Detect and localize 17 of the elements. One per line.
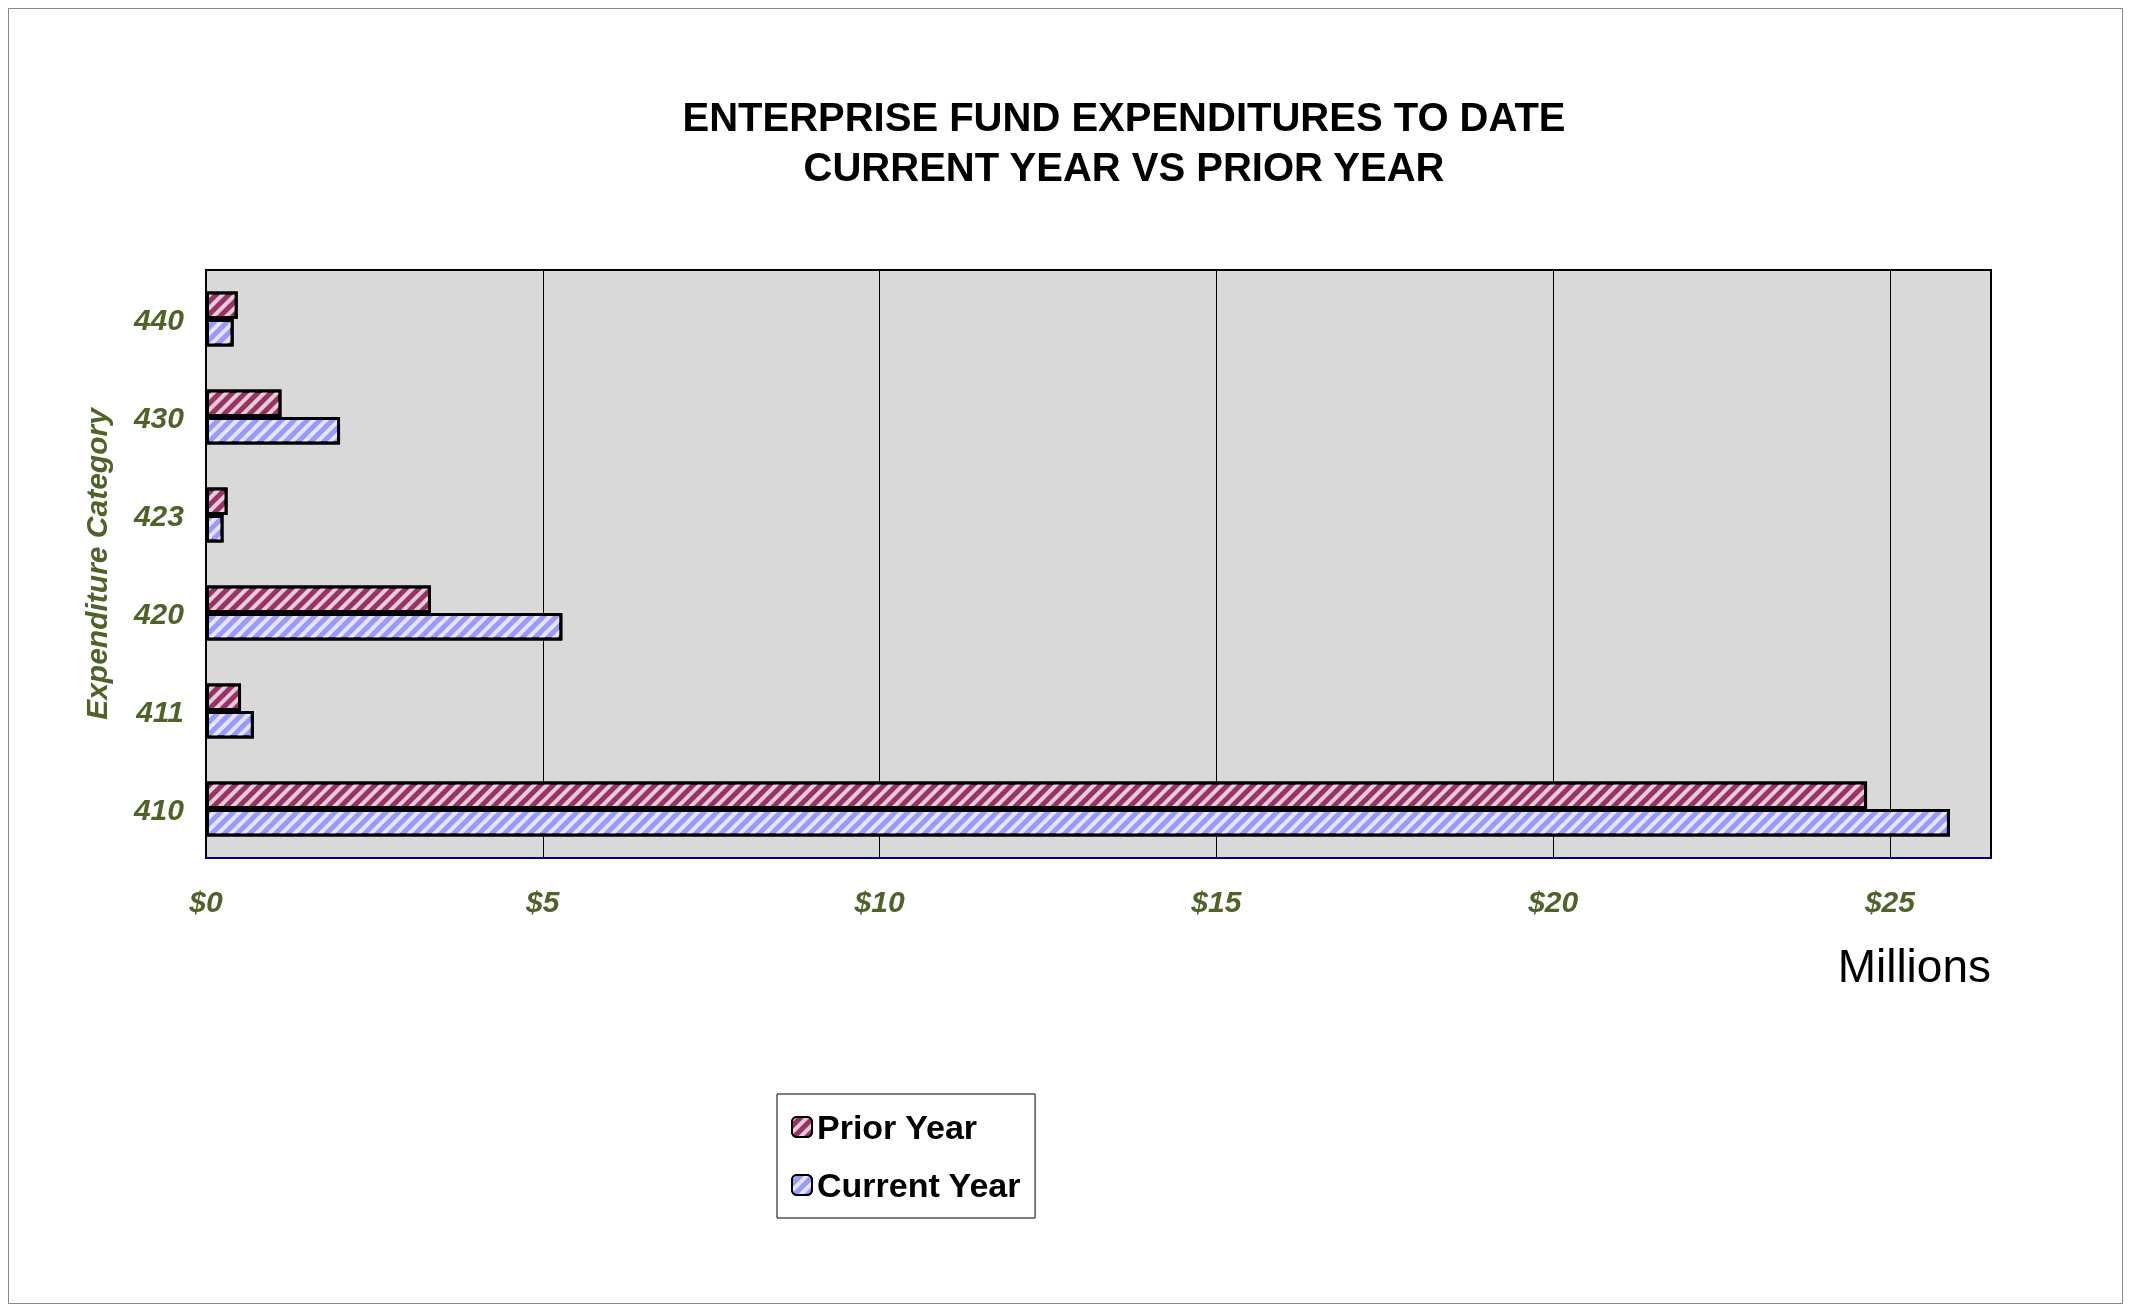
chart-title: ENTERPRISE FUND EXPENDITURES TO DATE CURRENT YEAR VS PRIOR YEAR [682, 95, 1566, 189]
y-axis-title: Expenditure Category [79, 406, 113, 720]
y-tick-label: 411 [135, 694, 184, 728]
legend-label: Current Year [817, 1166, 1021, 1204]
y-tick-label: 423 [132, 498, 185, 532]
x-tick-label: $0 [188, 884, 223, 918]
y-tick-label: 410 [132, 792, 185, 826]
y-tick-label: 440 [132, 302, 185, 336]
y-tick-label: 420 [132, 596, 185, 630]
x-tick-label: $25 [1863, 884, 1917, 918]
x-tick-label: $10 [853, 884, 905, 918]
x-tick-label: $15 [1190, 884, 1243, 918]
y-tick-label: 430 [132, 400, 185, 434]
x-axis-title: Millions [1837, 940, 1991, 992]
x-tick-label: $20 [1527, 884, 1579, 918]
x-tick-label: $5 [525, 884, 561, 918]
legend-label: Prior Year [817, 1108, 978, 1146]
